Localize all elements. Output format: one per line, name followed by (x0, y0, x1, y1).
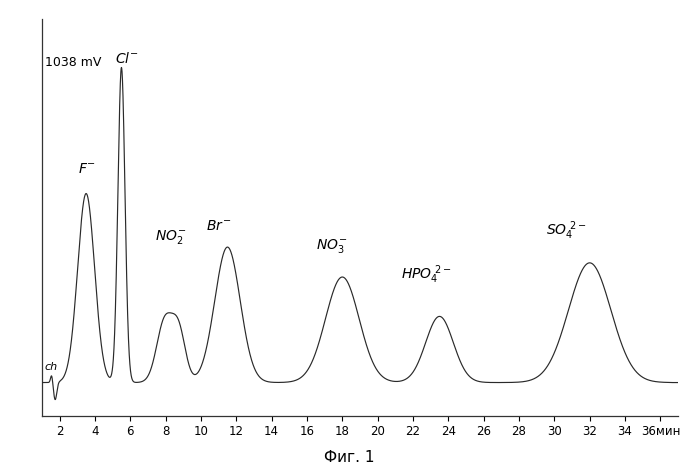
Text: Фиг. 1: Фиг. 1 (324, 450, 375, 465)
Text: $SO_{4}^{\ 2-}$: $SO_{4}^{\ 2-}$ (545, 220, 586, 242)
Text: $Br^{-}$: $Br^{-}$ (206, 219, 231, 233)
Text: 1038 mV: 1038 mV (45, 57, 101, 70)
Text: $NO_{3}^{-}$: $NO_{3}^{-}$ (316, 237, 347, 255)
Text: $HPO_{4}^{\ 2-}$: $HPO_{4}^{\ 2-}$ (401, 264, 452, 286)
Text: $NO_{2}^{-}$: $NO_{2}^{-}$ (155, 227, 187, 246)
Text: ch: ch (44, 361, 57, 372)
Text: $F^{-}$: $F^{-}$ (78, 162, 96, 176)
Text: $Cl^{-}$: $Cl^{-}$ (115, 51, 139, 66)
